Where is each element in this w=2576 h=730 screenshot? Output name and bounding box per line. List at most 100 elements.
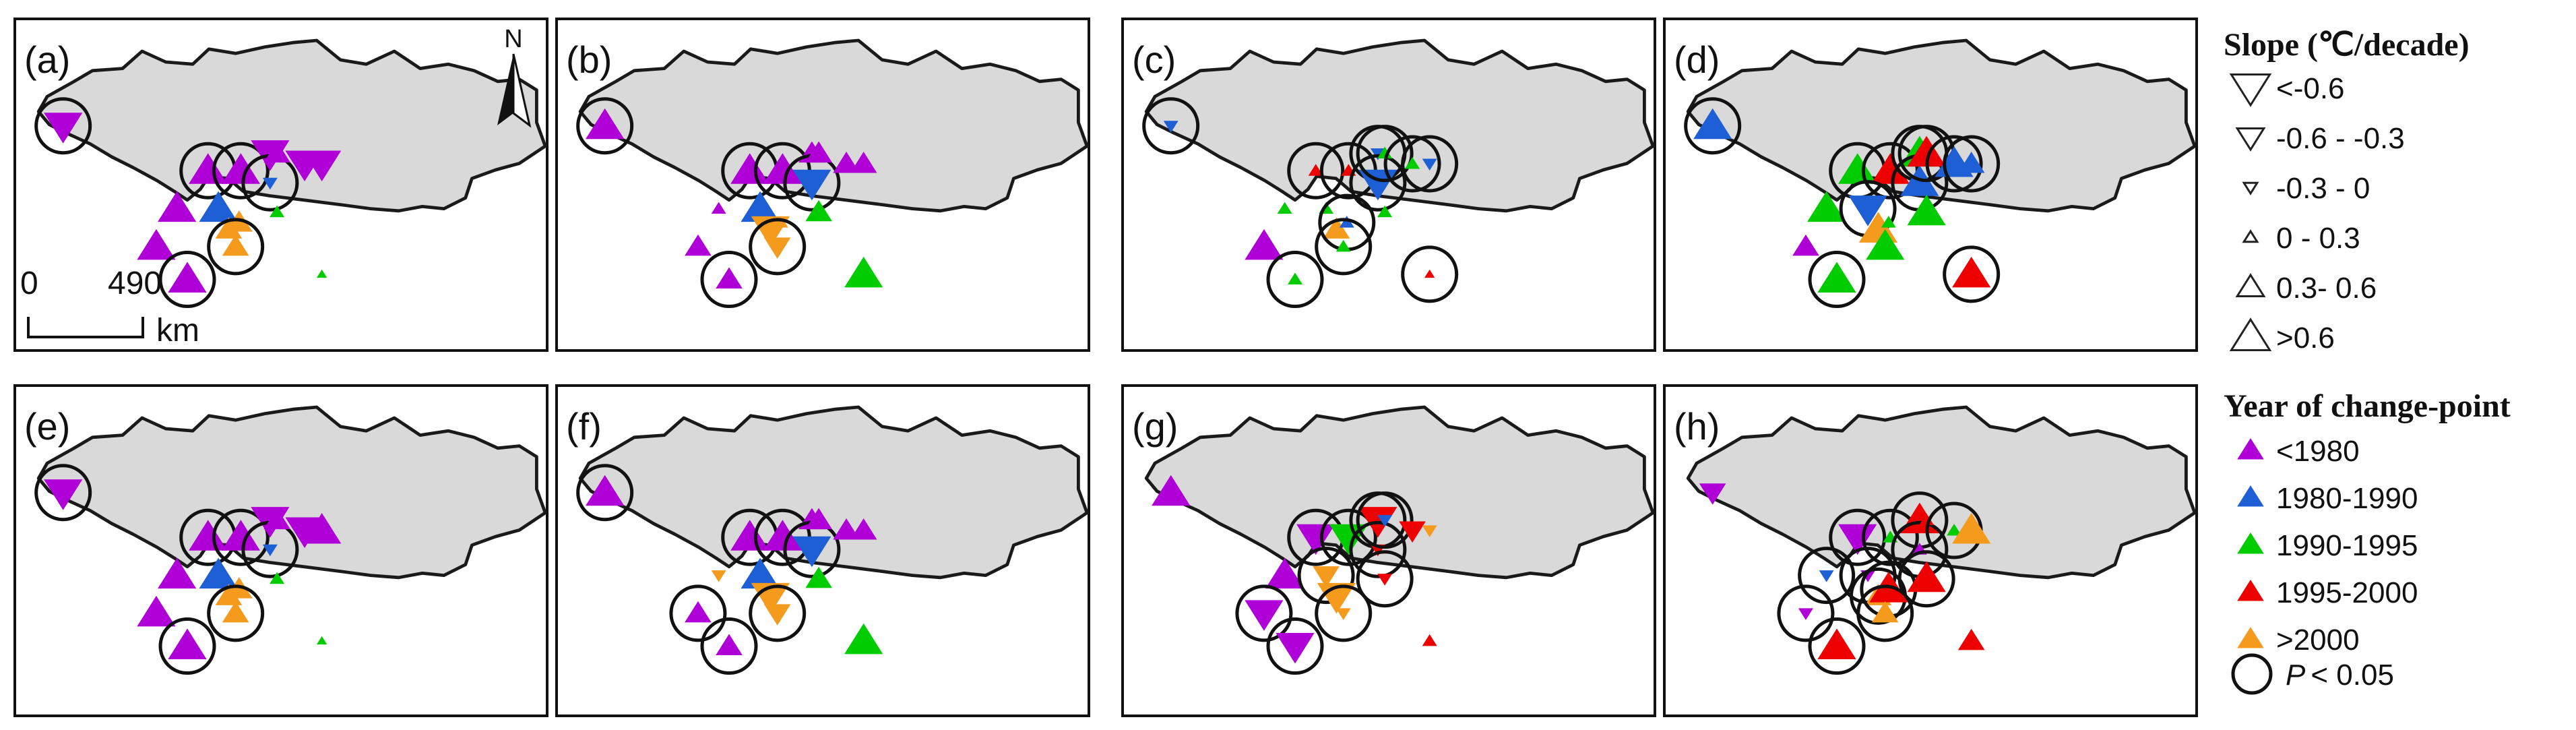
significance-circle xyxy=(1315,584,1373,642)
up-triangle-icon xyxy=(158,557,197,589)
down-triangle-icon xyxy=(1336,608,1351,620)
significance-circle xyxy=(34,97,92,155)
significance-circle xyxy=(1401,135,1459,193)
station-marker xyxy=(34,464,92,522)
station-marker xyxy=(1142,97,1200,155)
panel-f-label: (f) xyxy=(566,405,602,448)
station-marker xyxy=(1356,125,1414,183)
significance-circle xyxy=(749,218,807,276)
significance-circle xyxy=(1856,584,1914,642)
up-triangle-icon xyxy=(1871,153,1910,184)
station-marker xyxy=(1383,135,1441,193)
up-triangle-icon xyxy=(222,234,249,256)
station-marker xyxy=(1897,550,1955,608)
station-marker xyxy=(1297,547,1355,605)
up-triangle-icon xyxy=(685,234,712,256)
legend-slope: Slope (℃/decade) <-0.6 -0.6 - -0.3 -0.3 - … xyxy=(2224,27,2470,355)
stations-layer xyxy=(34,97,2001,675)
station-marker xyxy=(1399,521,1426,543)
down-triangle-icon xyxy=(1848,195,1887,226)
legend-year: Year of change-point <1980 1980-1990 1990-… xyxy=(2224,388,2511,695)
station-marker xyxy=(1808,617,1866,675)
up-triangle-icon xyxy=(199,191,238,222)
up-triangle-icon xyxy=(137,229,176,260)
down-triangle-icon xyxy=(1699,483,1726,505)
station-marker xyxy=(303,150,342,182)
station-marker xyxy=(700,617,758,675)
legend-year-label: 1990-1995 xyxy=(2276,529,2418,562)
up-triangle-icon xyxy=(1817,628,1856,660)
up-triangle-icon xyxy=(168,262,207,293)
up-triangle-icon xyxy=(1377,146,1393,159)
up-triangle-icon xyxy=(1871,601,1899,623)
station-marker xyxy=(1866,229,1905,260)
up-triangle-icon xyxy=(1377,205,1393,218)
station-marker xyxy=(711,202,726,214)
station-marker xyxy=(316,269,327,278)
down-triangle-icon xyxy=(1245,600,1284,631)
down-triangle-icon xyxy=(285,517,324,549)
up-triangle-icon xyxy=(263,508,290,530)
legend-slope-item: -0.3 - 0 xyxy=(2242,172,2370,205)
station-marker xyxy=(669,584,727,642)
station-marker xyxy=(805,141,832,163)
up-triangle-icon xyxy=(2237,627,2264,648)
up-triangle-icon xyxy=(158,191,197,222)
significance-circle xyxy=(1943,135,2001,193)
up-triangle-icon xyxy=(1277,202,1292,214)
station-marker xyxy=(685,234,712,256)
scale-end-label: 490 xyxy=(108,266,162,301)
station-marker xyxy=(700,251,758,309)
significance-circle xyxy=(1315,218,1373,276)
station-marker xyxy=(1798,547,1856,605)
station-marker xyxy=(741,557,780,589)
significance-circle xyxy=(1861,508,1919,566)
significance-circle xyxy=(1266,617,1324,675)
station-marker xyxy=(1919,513,1935,526)
significance-circle xyxy=(1287,142,1345,200)
significance-circle xyxy=(1808,617,1866,675)
down-triangle-icon xyxy=(792,169,831,201)
significance-circle xyxy=(1266,251,1324,309)
legend-slope-label: -0.3 - 0 xyxy=(2276,172,2370,205)
station-marker xyxy=(773,216,788,228)
up-triangle-icon xyxy=(2237,485,2264,507)
up-triangle-icon xyxy=(844,256,883,288)
up-triangle-icon xyxy=(773,216,788,228)
up-triangle-icon xyxy=(586,475,625,506)
down-triangle-icon xyxy=(792,536,831,568)
significance-circle xyxy=(700,251,758,309)
up-triangle-icon xyxy=(2237,533,2264,554)
down-triangle-icon xyxy=(1296,524,1336,555)
station-marker xyxy=(1907,194,1946,226)
up-triangle-icon xyxy=(263,141,290,163)
station-marker xyxy=(1245,229,1284,260)
station-marker xyxy=(576,97,634,155)
scale-bar: 0 490 km xyxy=(20,266,199,348)
up-triangle-icon xyxy=(222,601,249,623)
significance-circle-icon xyxy=(2231,653,2273,695)
down-triangle-icon xyxy=(262,177,278,190)
up-triangle-icon xyxy=(2229,317,2272,351)
up-triangle-icon xyxy=(137,595,176,627)
down-triangle-icon xyxy=(44,113,83,144)
station-marker xyxy=(844,256,883,288)
up-triangle-icon xyxy=(2235,273,2266,297)
significance-circle xyxy=(1319,508,1377,566)
significance-circle xyxy=(212,142,270,200)
up-triangle-icon xyxy=(168,628,207,660)
scale-start-label: 0 xyxy=(20,266,38,301)
up-triangle-icon xyxy=(805,200,832,222)
significance-circle xyxy=(1401,245,1459,303)
station-marker xyxy=(1829,508,1887,566)
station-marker xyxy=(1377,205,1393,218)
up-triangle-icon xyxy=(1792,234,1819,256)
up-triangle-icon xyxy=(1245,229,1284,260)
up-triangle-icon xyxy=(850,152,877,173)
down-triangle-icon xyxy=(1819,570,1834,582)
up-triangle-icon xyxy=(316,636,327,645)
up-triangle-icon xyxy=(1919,513,1935,526)
legend-slope-item: 0 - 0.3 xyxy=(2242,222,2360,255)
legend-year-item: <1980 xyxy=(2237,435,2360,468)
up-triangle-icon xyxy=(1866,229,1905,260)
